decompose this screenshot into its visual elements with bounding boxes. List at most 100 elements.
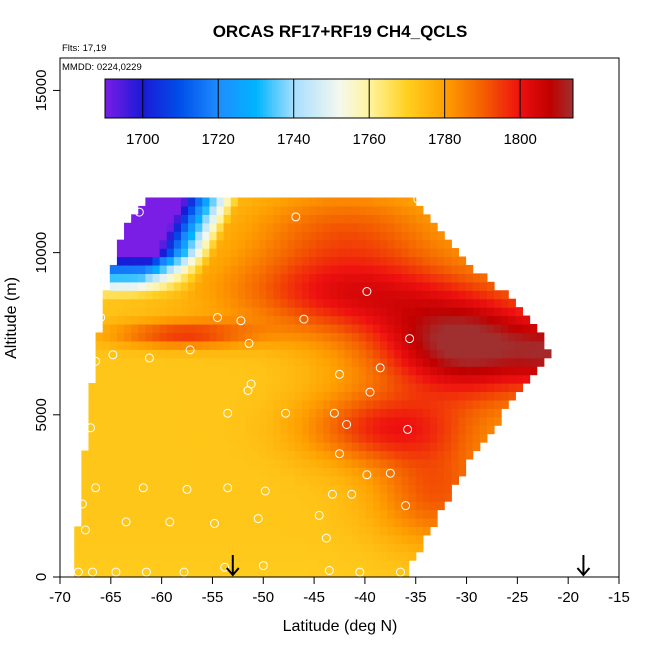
heatmap-cell — [287, 416, 296, 426]
heatmap-cell — [209, 273, 218, 283]
heatmap-cell — [351, 551, 360, 561]
heatmap-cell — [188, 391, 196, 401]
heatmap-cell — [180, 290, 189, 300]
heatmap-cell — [358, 408, 367, 418]
heatmap-cell — [415, 315, 424, 325]
heatmap-cell — [223, 492, 232, 502]
heatmap-cell — [337, 517, 346, 527]
colorbar-segment — [420, 79, 425, 118]
heatmap-cell — [259, 484, 267, 494]
heatmap-cell — [102, 425, 111, 435]
heatmap-cell — [202, 433, 210, 443]
heatmap-cell — [223, 433, 232, 443]
heatmap-cell — [124, 383, 132, 393]
heatmap-cell — [365, 517, 374, 527]
heatmap-cell — [237, 256, 246, 266]
heatmap-cell — [330, 239, 339, 249]
colorbar-segment — [239, 79, 243, 118]
heatmap-cell — [152, 323, 161, 334]
sample-point — [260, 486, 270, 496]
heatmap-cell — [102, 357, 111, 367]
heatmap-cell — [309, 222, 317, 232]
heatmap-cell — [365, 492, 374, 502]
heatmap-cell — [109, 416, 118, 426]
heatmap-cell — [244, 307, 253, 317]
heatmap-cell — [422, 408, 431, 418]
heatmap-cell — [266, 383, 275, 393]
heatmap-cell — [124, 248, 132, 258]
heatmap-cell — [330, 366, 339, 376]
colorbar-segment — [485, 79, 489, 118]
heatmap-cell — [195, 517, 203, 527]
heatmap-cell — [465, 366, 474, 376]
heatmap-cell — [152, 501, 161, 511]
heatmap-cell — [351, 467, 360, 477]
heatmap-cell — [152, 509, 161, 519]
heatmap-cell — [131, 526, 139, 536]
heatmap-cell — [408, 551, 417, 561]
heatmap-cell — [316, 298, 324, 308]
heatmap-cell — [131, 425, 139, 435]
heatmap-cell — [380, 332, 388, 342]
heatmap-cell — [74, 560, 82, 570]
heatmap-cell — [216, 450, 225, 460]
heatmap-cell — [380, 450, 388, 460]
heatmap-cell — [152, 467, 161, 477]
heatmap-cell — [145, 214, 154, 224]
heatmap-cell — [145, 340, 154, 350]
heatmap-cell — [102, 551, 111, 561]
colorbar-tick-label: 1700 — [126, 131, 159, 148]
heatmap-cell — [223, 450, 232, 460]
heatmap-cell — [188, 264, 196, 274]
heatmap-cell — [316, 315, 324, 325]
heatmap-cell — [273, 298, 282, 308]
heatmap-cell — [138, 307, 146, 317]
colorbar-segment — [300, 79, 305, 118]
heatmap-cell — [152, 433, 161, 443]
heatmap-cell — [301, 551, 310, 561]
heatmap-cell — [344, 374, 353, 384]
heatmap-cell — [273, 256, 282, 266]
heatmap-cell — [152, 492, 161, 502]
colorbar-segment — [137, 79, 141, 118]
heatmap-cell — [109, 517, 118, 527]
heatmap-cell — [88, 484, 97, 494]
heatmap-cell — [401, 248, 410, 258]
heatmap-cell — [237, 374, 246, 384]
heatmap-cell — [380, 323, 388, 334]
heatmap-cell — [88, 433, 97, 443]
colorbar-segment — [412, 79, 416, 118]
heatmap-cell — [188, 357, 196, 367]
colorbar-segment — [110, 79, 115, 118]
heatmap-cell — [422, 290, 431, 300]
heatmap-cell — [323, 349, 331, 359]
heatmap-cell — [124, 323, 132, 334]
heatmap-cell — [472, 273, 481, 283]
heatmap-cell — [287, 534, 296, 544]
heatmap-cell — [166, 197, 175, 207]
heatmap-cell — [252, 374, 260, 384]
heatmap-cell — [323, 323, 331, 334]
heatmap-cell — [159, 416, 168, 426]
heatmap-cell — [401, 231, 410, 241]
heatmap-cell — [330, 248, 339, 258]
position-arrow — [226, 555, 240, 577]
heatmap-cell — [109, 264, 118, 274]
heatmap-cell — [280, 484, 289, 494]
heatmap-cell — [479, 290, 488, 300]
heatmap-cell — [116, 450, 125, 460]
heatmap-cell — [323, 197, 331, 207]
heatmap-cell — [380, 239, 388, 249]
heatmap-cell — [529, 349, 538, 359]
heatmap-cell — [351, 349, 360, 359]
heatmap-cell — [216, 467, 225, 477]
heatmap-cell — [166, 231, 175, 241]
colorbar-segment — [210, 79, 214, 118]
heatmap-cell — [131, 256, 139, 266]
heatmap-cell — [358, 248, 367, 258]
heatmap-cell — [479, 273, 488, 283]
heatmap-cell — [501, 332, 509, 342]
heatmap-cell — [309, 484, 317, 494]
heatmap-cell — [344, 298, 353, 308]
heatmap-cell — [159, 509, 168, 519]
